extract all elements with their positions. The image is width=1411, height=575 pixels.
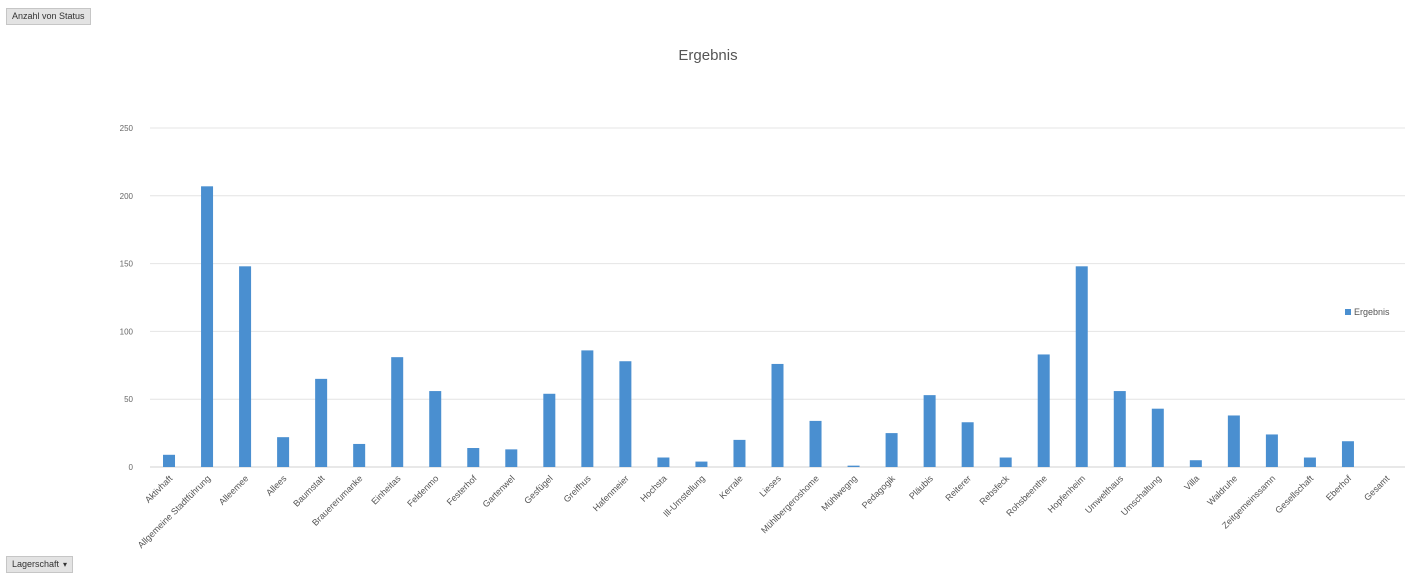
bar [619, 361, 632, 467]
y-tick-label: 150 [120, 260, 134, 269]
bar [1265, 434, 1278, 467]
chart-title: Ergebnis [678, 47, 737, 64]
bar [391, 357, 404, 467]
y-tick-label: 200 [120, 192, 134, 201]
x-tick-label: Gesellschaft [1273, 473, 1315, 515]
bar [1303, 457, 1316, 467]
x-tick-label: Rohsbeenthe [1004, 473, 1049, 518]
bar [163, 454, 176, 467]
bar [1189, 460, 1202, 467]
x-tick-label: Mühlwegng [819, 473, 859, 513]
values-field-button[interactable]: Anzahl von Status [6, 8, 91, 25]
bar [201, 186, 214, 468]
bar [999, 457, 1012, 467]
bar [771, 363, 784, 467]
x-tick-label: Allees [264, 473, 289, 498]
axis-field-label: Lagerschaft [12, 559, 60, 569]
x-tick-label: Lieses [757, 473, 783, 499]
bar [429, 391, 442, 467]
legend-label-ergebnis: Ergebnis [1354, 307, 1390, 317]
bar [239, 266, 252, 467]
x-tick-label: Festerhof [445, 473, 479, 507]
bar [505, 449, 518, 467]
x-tick-label: Pedagogik [860, 473, 898, 511]
x-tick-label: Allgemeine Stadtführung [136, 473, 213, 550]
y-tick-label: 100 [120, 327, 134, 336]
bar [733, 439, 746, 467]
y-axis-ticks: 0 50 100 150 200 250 [120, 124, 134, 472]
x-tick-label: Umschaltung [1119, 473, 1163, 517]
y-tick-label: 250 [120, 124, 134, 133]
legend: Ergebnis [1345, 307, 1390, 317]
bar [1341, 441, 1354, 467]
x-tick-label: Hochsta [638, 473, 668, 503]
y-tick-label: 50 [124, 395, 133, 404]
x-tick-label: Hopfenheim [1046, 473, 1087, 514]
bar [885, 433, 898, 467]
bar [353, 443, 366, 467]
bar [657, 457, 670, 467]
bar [961, 422, 974, 467]
x-tick-label: Hafenmeier [591, 473, 631, 513]
x-tick-label: Villa [1182, 473, 1201, 492]
x-tick-label: Einheitas [369, 473, 403, 507]
bar [543, 393, 556, 467]
bar [1075, 266, 1088, 467]
x-tick-label: Gartenwel [481, 473, 517, 509]
bar [467, 448, 480, 467]
bar [1037, 354, 1050, 467]
x-tick-label: Waldruhe [1205, 473, 1239, 507]
bar [695, 461, 708, 467]
bar [1113, 391, 1126, 467]
y-tick-label: 0 [129, 463, 134, 472]
x-tick-label: Gesfügel [522, 473, 555, 506]
bar [277, 437, 290, 467]
legend-swatch [1345, 309, 1351, 315]
chevron-down-icon[interactable]: ▾ [63, 560, 68, 569]
bar [315, 378, 328, 467]
x-tick-label: Reiterer [943, 473, 973, 503]
x-tick-label: Eberhof [1324, 473, 1354, 503]
x-tick-label: Feldenmo [405, 473, 440, 508]
bar [923, 395, 936, 467]
values-field-label: Anzahl von Status [12, 11, 85, 21]
x-tick-label: Greifhus [562, 473, 593, 504]
bar [1151, 408, 1164, 467]
bars [163, 186, 1354, 468]
x-tick-label: Kerrale [717, 473, 745, 501]
x-tick-label: Alleemee [217, 473, 251, 507]
x-tick-label: Pläubis [907, 473, 935, 501]
bar [1227, 415, 1240, 467]
axis-field-button[interactable]: Lagerschaft ▾ [6, 556, 74, 573]
x-tick-label: Gesamt [1362, 473, 1392, 503]
x-tick-label: Baumstalt [291, 473, 327, 509]
x-tick-label: Rebsfeck [977, 473, 1011, 507]
x-tick-label: Aktivhaft [143, 473, 175, 505]
bar [581, 350, 594, 467]
bar [847, 465, 860, 467]
bar [809, 420, 822, 467]
